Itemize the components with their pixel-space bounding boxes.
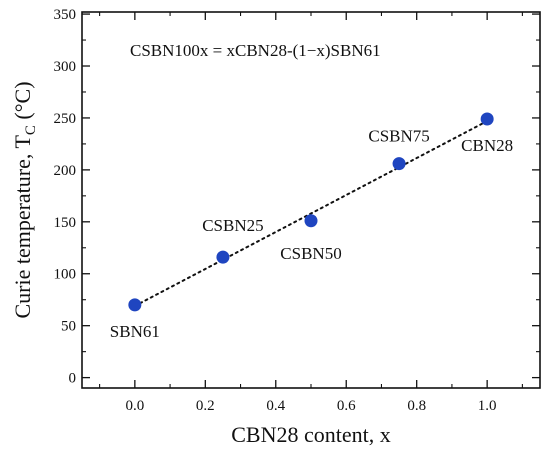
y-tick-label: 50	[61, 319, 76, 335]
points-layer	[128, 112, 494, 312]
y-axis-label-main: Curie temperature, T	[10, 135, 35, 319]
y-tick-label: 100	[54, 267, 77, 283]
data-point	[304, 214, 318, 228]
x-tick-label: 0.8	[407, 398, 426, 414]
x-axis-label: CBN28 content, x	[231, 422, 391, 447]
x-tick-label: 0.0	[125, 398, 144, 414]
y-tick-label: 200	[54, 163, 77, 179]
y-axis-label-unit: (°C)	[10, 81, 35, 125]
x-tick-label: 0.6	[337, 398, 356, 414]
data-point	[480, 112, 494, 126]
data-point	[128, 298, 142, 312]
data-point-label: CSBN50	[280, 244, 341, 263]
x-tick-label: 0.2	[196, 398, 215, 414]
x-tick-label: 0.4	[266, 398, 285, 414]
y-tick-label: 350	[54, 7, 77, 23]
y-tick-label: 150	[54, 215, 77, 231]
fit-line-layer	[133, 120, 489, 307]
y-tick-label: 300	[54, 59, 77, 75]
data-point-label: CSBN25	[202, 216, 263, 235]
y-tick-label: 250	[54, 111, 77, 127]
data-point-label: CBN28	[461, 136, 513, 155]
linear-fit-line	[133, 120, 489, 307]
ticks-layer: 0.0 0.2 0.4 0.6 0.8 1.0 0 50 100 150 200 250 300 350	[54, 7, 540, 414]
y-tick-label: 0	[69, 371, 77, 387]
plot-frame	[81, 11, 541, 389]
data-point	[216, 250, 230, 264]
data-point-label: CSBN75	[368, 127, 429, 146]
data-point	[392, 157, 406, 171]
x-tick-label: 1.0	[478, 398, 497, 414]
y-axis-label-subscript: C	[23, 125, 39, 135]
point-labels-layer: SBN61 CSBN25 CSBN50 CSBN75 CBN28	[110, 127, 513, 341]
y-axis-label: Curie temperature, TC (°C)	[10, 81, 39, 318]
data-point-label: SBN61	[110, 322, 160, 341]
formula-annotation: CSBN100x = xCBN28-(1−x)SBN61	[130, 41, 381, 60]
